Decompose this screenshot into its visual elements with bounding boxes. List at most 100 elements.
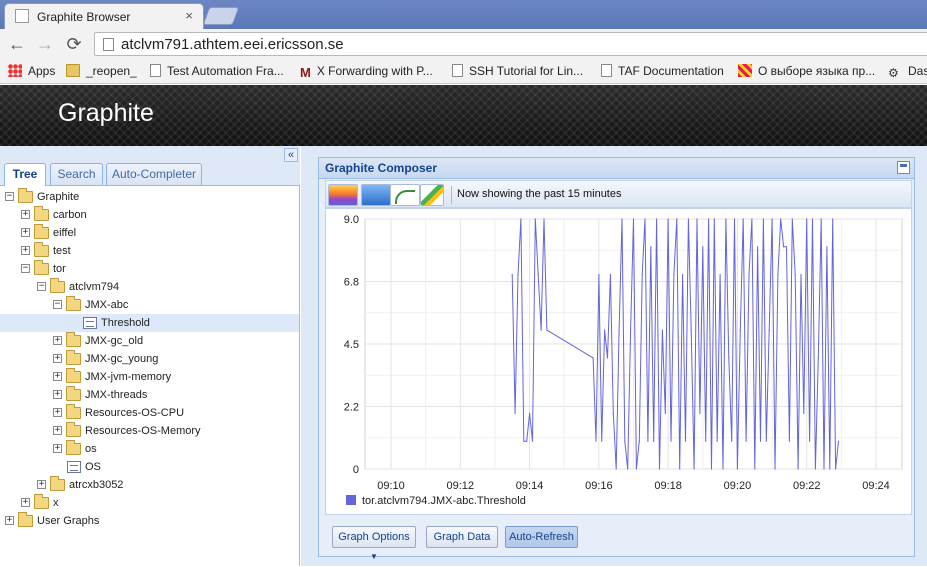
data-point <box>785 246 788 248</box>
data-point <box>800 274 802 276</box>
address-bar[interactable]: atclvm791.athtem.eei.ericsson.se <box>94 32 927 56</box>
page-icon <box>601 64 612 77</box>
tree-node-test[interactable]: + test <box>0 242 299 260</box>
expand-icon[interactable]: + <box>53 371 62 381</box>
calendar-icon[interactable] <box>361 184 391 206</box>
data-point <box>667 218 669 220</box>
folder-icon <box>66 404 81 419</box>
tree-node-os[interactable]: + os <box>0 440 299 458</box>
bookmark-apps[interactable]: Apps <box>8 62 55 80</box>
bookmark-taf-documentation[interactable]: TAF Documentation <box>601 62 724 80</box>
data-point <box>722 468 724 470</box>
expand-icon[interactable]: + <box>53 443 62 453</box>
data-point <box>817 357 819 359</box>
back-arrow-icon[interactable]: ← <box>8 34 26 54</box>
recent-data-icon[interactable] <box>390 184 420 206</box>
graph-icon[interactable] <box>328 184 358 206</box>
y-tick-label: 9.0 <box>344 214 359 226</box>
expand-icon[interactable]: + <box>53 407 62 417</box>
data-point <box>837 440 840 442</box>
data-point <box>719 274 721 276</box>
tree-node-label: carbon <box>53 209 87 221</box>
tree-node-resources-os-memory[interactable]: + Resources-OS-Memory <box>0 422 299 440</box>
data-point <box>739 329 741 331</box>
tree-node-jmx-gc-young[interactable]: + JMX-gc_young <box>0 350 299 368</box>
bookmark-label: Apps <box>28 64 56 78</box>
collapse-icon[interactable]: − <box>5 191 14 201</box>
folder-icon <box>66 422 81 437</box>
tree-node-graphite[interactable]: − Graphite <box>0 188 299 206</box>
bookmark-das[interactable]: ⚙ Das <box>888 62 927 80</box>
bookmark-label: X Forwarding with P... <box>316 64 433 78</box>
tree-node-threshold[interactable]: Threshold <box>0 314 299 332</box>
expand-icon[interactable]: + <box>21 245 30 255</box>
tree-node-carbon[interactable]: + carbon <box>0 206 299 224</box>
graph-options-button[interactable]: Graph Options ▼ <box>332 526 416 561</box>
expand-icon[interactable]: + <box>21 227 30 237</box>
expand-icon[interactable]: + <box>53 353 62 363</box>
data-point <box>543 218 545 220</box>
tree-node-tor[interactable]: − tor <box>0 260 299 278</box>
expand-icon[interactable]: + <box>53 335 62 345</box>
data-point <box>693 468 695 470</box>
collapse-icon[interactable]: − <box>37 281 46 291</box>
tree-node-jmx-jvm-memory[interactable]: + JMX-jvm-memory <box>0 368 299 386</box>
new-tab-button[interactable] <box>202 7 240 25</box>
minimize-window-icon[interactable] <box>897 161 910 174</box>
save-graph-icon[interactable] <box>420 184 444 206</box>
tree-node-atrcxb3052[interactable]: + atrcxb3052 <box>0 476 299 494</box>
data-point <box>618 329 620 331</box>
graph-data-button[interactable]: Graph Data <box>426 526 498 548</box>
tree-node-eiffel[interactable]: + eiffel <box>0 224 299 242</box>
folder-icon <box>66 350 81 365</box>
expand-icon[interactable]: + <box>53 389 62 399</box>
toolbar-separator <box>451 186 452 204</box>
expand-icon[interactable]: + <box>21 497 30 507</box>
address-url[interactable]: atclvm791.athtem.eei.ericsson.se <box>121 36 344 53</box>
tree-node-x[interactable]: + x <box>0 494 299 512</box>
tree-node-label: x <box>53 497 59 509</box>
tab-search[interactable]: Search <box>50 163 103 185</box>
collapse-icon[interactable]: − <box>53 299 62 309</box>
data-point <box>523 440 525 442</box>
metric-leaf-icon <box>67 461 81 473</box>
data-point <box>682 274 684 276</box>
expand-icon[interactable]: + <box>53 425 62 435</box>
data-point <box>745 440 747 442</box>
expand-icon[interactable]: + <box>5 515 14 525</box>
forward-arrow-icon[interactable]: → <box>36 34 54 54</box>
tree-node-label: test <box>53 245 71 257</box>
data-point <box>624 440 626 442</box>
tree-node-os[interactable]: OS <box>0 458 299 476</box>
data-point <box>627 468 629 470</box>
data-point <box>762 218 764 220</box>
expand-icon[interactable]: + <box>37 479 46 489</box>
data-point <box>630 329 632 331</box>
collapse-icon[interactable]: − <box>21 263 30 273</box>
bookmark-test-automation[interactable]: Test Automation Fra... <box>150 62 284 80</box>
tab-tree[interactable]: Tree <box>4 163 46 186</box>
tree-node-user-graphs[interactable]: + User Graphs <box>0 512 299 530</box>
tree-node-jmx-abc[interactable]: − JMX-abc <box>0 296 299 314</box>
data-point <box>540 329 542 331</box>
browser-tab-active[interactable]: Graphite Browser × <box>4 3 204 29</box>
tree-node-jmx-threads[interactable]: + JMX-threads <box>0 386 299 404</box>
reload-icon[interactable]: ⟳ <box>66 34 82 54</box>
bookmark-ssh-tutorial[interactable]: SSH Tutorial for Lin... <box>452 62 583 80</box>
tree-node-label: OS <box>85 461 101 473</box>
tree-node-atclvm794[interactable]: − atclvm794 <box>0 278 299 296</box>
collapse-panel-icon[interactable]: « <box>284 148 298 162</box>
expand-icon[interactable]: + <box>21 209 30 219</box>
tree-node-jmx-gc-old[interactable]: + JMX-gc_old <box>0 332 299 350</box>
data-point <box>664 412 666 414</box>
tree-node-resources-os-cpu[interactable]: + Resources-OS-CPU <box>0 404 299 422</box>
bookmark-reopen-folder[interactable]: _reopen_ <box>66 62 137 80</box>
folder-icon <box>34 224 49 239</box>
auto-refresh-button[interactable]: Auto-Refresh <box>505 526 578 548</box>
bookmark-x-forwarding[interactable]: M X Forwarding with P... <box>300 62 433 80</box>
close-tab-icon[interactable]: × <box>185 8 193 23</box>
tab-auto-completer[interactable]: Auto-Completer <box>106 163 202 185</box>
data-point <box>641 274 643 276</box>
bookmark-language-choice[interactable]: О выборе языка пр... <box>738 62 875 80</box>
page-icon <box>103 38 114 51</box>
